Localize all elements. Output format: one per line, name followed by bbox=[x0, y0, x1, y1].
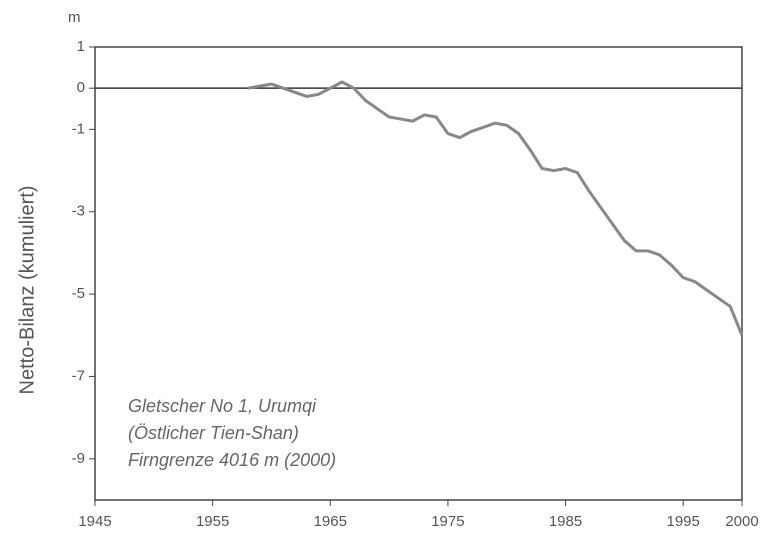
y-tick-label: -3 bbox=[72, 203, 85, 220]
x-tick-label: 1955 bbox=[196, 513, 229, 530]
y-tick-label: 0 bbox=[77, 79, 85, 96]
x-tick-label: 1965 bbox=[314, 513, 347, 530]
data-line bbox=[247, 80, 744, 336]
plot-frame bbox=[94, 46, 743, 501]
annotation: (Östlicher Tien-Shan) bbox=[128, 423, 299, 443]
y-tick-label: -7 bbox=[72, 367, 85, 384]
y-tick-label: -9 bbox=[72, 450, 85, 467]
x-tick-label: 1985 bbox=[549, 513, 582, 530]
y-tick-label: 1 bbox=[77, 38, 85, 55]
annotation: Firngrenze 4016 m (2000) bbox=[128, 450, 336, 470]
x-tick-label: 1975 bbox=[431, 513, 464, 530]
y-tick-label: -5 bbox=[72, 285, 85, 302]
x-tick-label: 1995 bbox=[666, 513, 699, 530]
y-unit: m bbox=[68, 9, 81, 26]
annotation: Gletscher No 1, Urumqi bbox=[128, 396, 317, 416]
x-tick-label: 2000 bbox=[725, 513, 758, 530]
x-tick-label: 1945 bbox=[78, 513, 111, 530]
y-tick-label: -1 bbox=[72, 120, 85, 137]
y-axis-label: Netto-Bilanz (kumuliert) bbox=[16, 186, 38, 395]
